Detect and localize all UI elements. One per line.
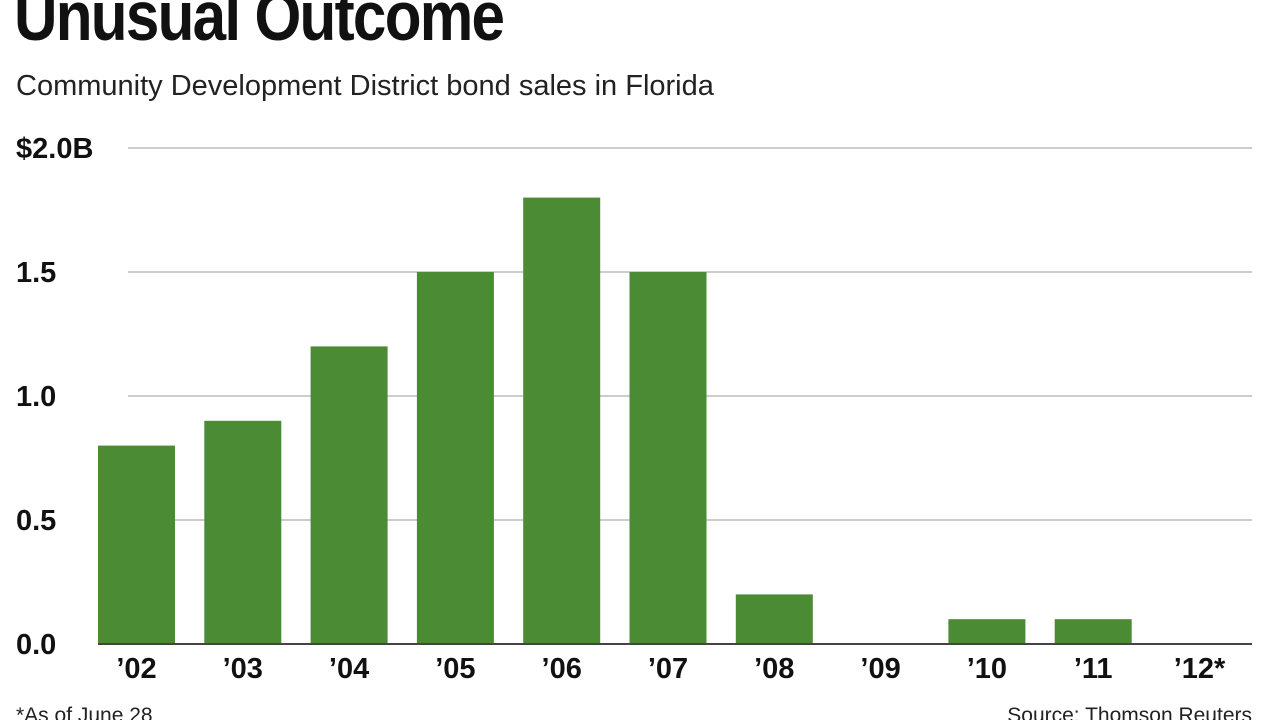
chart-subtitle: Community Development District bond sale… <box>16 70 714 102</box>
y-tick-label: 0.0 <box>16 629 56 661</box>
x-tick-label: ’09 <box>860 653 900 685</box>
x-tick-label: ’02 <box>116 653 156 685</box>
x-tick-label: ’07 <box>648 653 688 685</box>
x-tick-label: ’12* <box>1174 653 1226 685</box>
bar <box>98 445 175 644</box>
x-tick-label: ’11 <box>1074 653 1113 685</box>
chart-title: Unusual Outcome <box>14 0 505 55</box>
y-tick-label: $2.0B <box>16 133 93 165</box>
x-tick-label: ’04 <box>329 653 369 685</box>
bar <box>1054 619 1132 644</box>
x-tick-label: ’08 <box>754 653 794 685</box>
x-tick-label: ’05 <box>435 653 475 685</box>
bar <box>735 594 813 644</box>
bar <box>204 420 282 644</box>
bar <box>629 272 707 644</box>
bar <box>523 197 601 644</box>
bar <box>310 346 388 644</box>
x-tick-label: ’06 <box>542 653 582 685</box>
chart-footnote: *As of June 28 <box>16 704 153 720</box>
x-tick-label: ’10 <box>967 653 1007 685</box>
y-tick-label: 1.0 <box>16 381 56 413</box>
x-tick-label: ’03 <box>223 653 263 685</box>
chart-source: Source: Thomson Reuters <box>1007 704 1252 720</box>
y-tick-label: 0.5 <box>16 505 56 537</box>
bar <box>416 272 494 644</box>
bar <box>948 619 1026 644</box>
y-tick-label: 1.5 <box>16 257 56 289</box>
